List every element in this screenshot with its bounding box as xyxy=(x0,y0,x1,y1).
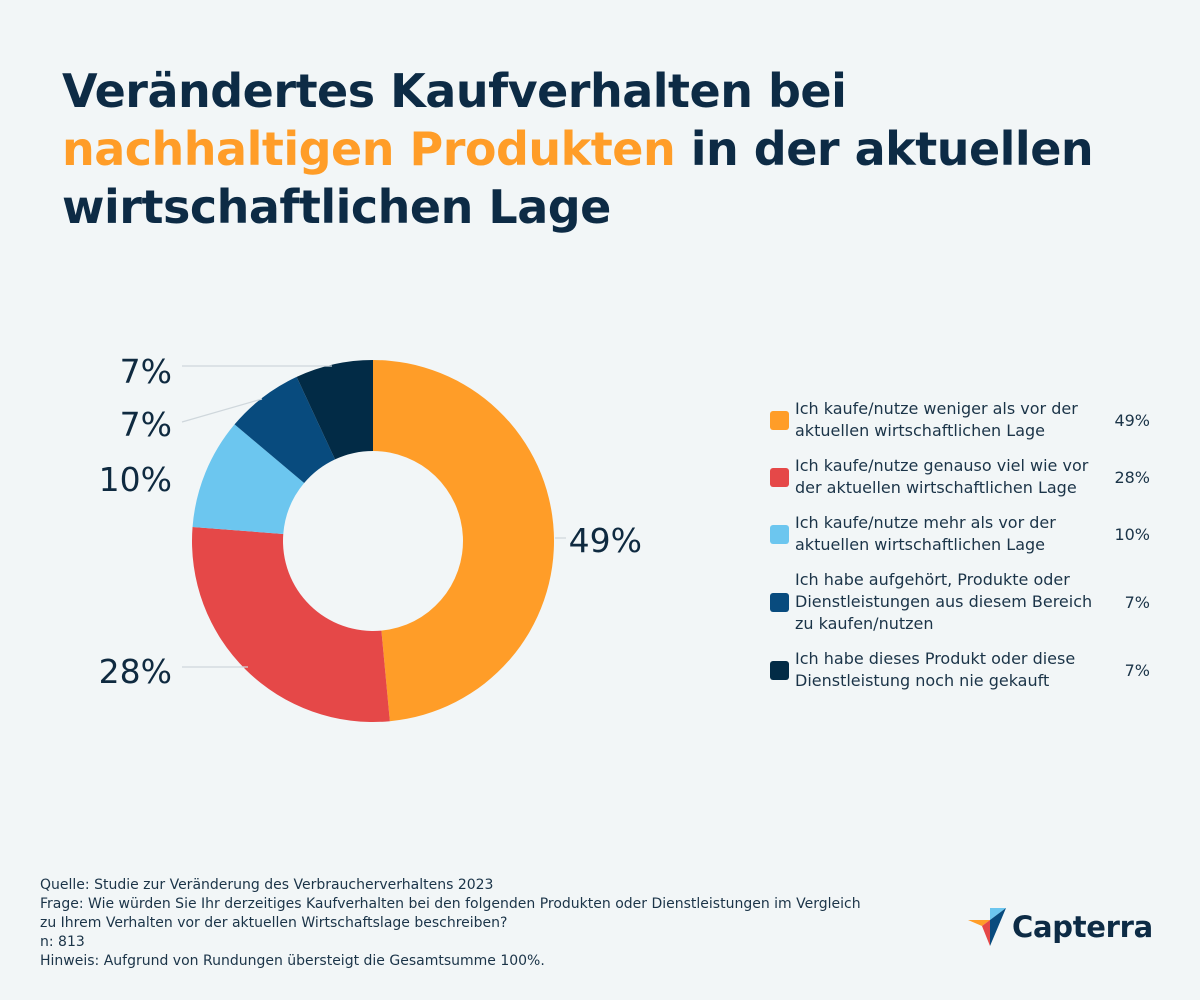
capterra-wordmark: Capterra xyxy=(1012,910,1153,944)
capterra-logo-icon xyxy=(968,908,1006,946)
chart-title: Verändertes Kaufverhalten bei nachhaltige… xyxy=(62,62,1142,236)
legend-swatch xyxy=(770,592,789,612)
data-label: 28% xyxy=(99,652,172,691)
legend-item: Ich kaufe/nutze mehr als vor der aktuell… xyxy=(770,512,1150,556)
donut-slice xyxy=(373,360,555,722)
title-line-3: wirtschaftlichen Lage xyxy=(62,180,611,234)
title-highlight: nachhaltigen Produkten xyxy=(62,122,676,176)
legend-swatch xyxy=(770,467,789,487)
legend-label: Ich habe aufgehört, Produkte oder Dienst… xyxy=(795,570,1093,633)
legend-item: Ich habe dieses Produkt oder diese Diens… xyxy=(770,648,1150,692)
leader-line xyxy=(181,398,263,423)
data-label: 49% xyxy=(569,521,642,560)
data-label: 7% xyxy=(120,352,172,391)
legend-label: Ich kaufe/nutze genauso viel wie vor der… xyxy=(795,456,1089,497)
data-label: 7% xyxy=(120,405,172,444)
legend-value: 7% xyxy=(1124,660,1150,680)
data-label: 10% xyxy=(99,460,172,499)
legend-item: Ich kaufe/nutze genauso viel wie vor der… xyxy=(770,455,1150,499)
legend-label: Ich habe dieses Produkt oder diese Diens… xyxy=(795,649,1076,690)
legend-item: Ich kaufe/nutze weniger als vor der aktu… xyxy=(770,398,1150,442)
legend-value: 28% xyxy=(1114,467,1150,487)
legend-swatch xyxy=(770,660,789,680)
title-line-1: Verändertes Kaufverhalten bei xyxy=(62,64,847,118)
legend-value: 7% xyxy=(1124,592,1150,612)
title-line-2: in der aktuellen xyxy=(675,122,1094,176)
legend-value: 49% xyxy=(1114,410,1150,430)
legend-label: Ich kaufe/nutze weniger als vor der aktu… xyxy=(795,399,1078,440)
footer-notes: Quelle: Studie zur Veränderung des Verbr… xyxy=(40,876,940,971)
legend-label: Ich kaufe/nutze mehr als vor der aktuell… xyxy=(795,513,1056,554)
source-note: Quelle: Studie zur Veränderung des Verbr… xyxy=(40,877,494,893)
capterra-logo: Capterra xyxy=(968,906,1153,948)
legend-value: 10% xyxy=(1114,524,1150,544)
donut-slice xyxy=(296,360,373,460)
question-note: Frage: Wie würden Sie Ihr derzeitiges Ka… xyxy=(40,896,861,931)
donut-slice xyxy=(191,526,390,722)
legend-swatch xyxy=(770,524,789,544)
legend-swatch xyxy=(770,410,789,430)
chart-legend: Ich kaufe/nutze weniger als vor der aktu… xyxy=(770,398,1150,705)
donut-slice xyxy=(192,424,305,535)
donut-chart: 49% 28% 10% 7% 7% xyxy=(99,352,642,722)
sample-size: n: 813 xyxy=(40,934,85,950)
donut-slice xyxy=(234,376,336,484)
legend-item: Ich habe aufgehört, Produkte oder Dienst… xyxy=(770,569,1150,635)
rounding-note: Hinweis: Aufgrund von Rundungen überstei… xyxy=(40,953,545,969)
